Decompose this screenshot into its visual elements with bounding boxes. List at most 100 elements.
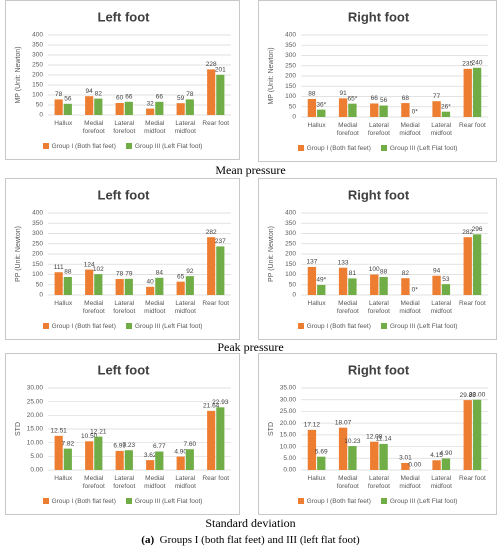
value-label: 79 xyxy=(125,271,133,278)
plot: Left foot MP (Unit: Newton) 0 50 100 150 200 25… xyxy=(15,9,231,119)
bar xyxy=(379,276,388,295)
x-tick-label: Rear foot xyxy=(459,475,486,482)
y-tick-label: 25.00 xyxy=(280,408,297,415)
value-label: 30.00 xyxy=(469,391,486,398)
bar xyxy=(124,450,133,470)
bar xyxy=(441,458,451,470)
value-label: 237 xyxy=(215,238,226,245)
y-axis-label: MP (Unit: Newton) xyxy=(268,47,275,104)
plot: Right foot STD 0.00 5.00 10.00 15.00 20.00 25.0… xyxy=(268,362,488,474)
value-label: 12.51 xyxy=(51,428,68,435)
caption: Peak pressure xyxy=(217,340,284,354)
bar xyxy=(146,286,155,295)
bar xyxy=(317,109,326,117)
x-tick-label: Medial forefoot xyxy=(336,475,359,490)
bar xyxy=(185,449,194,470)
legend: Group I (Both flat feet) Group III (Left … xyxy=(6,498,239,505)
y-tick-label: 350 xyxy=(285,220,296,227)
x-tick-label: Hallux xyxy=(307,300,326,307)
bar xyxy=(307,98,317,117)
value-label: 56 xyxy=(380,97,388,104)
bar xyxy=(63,103,72,115)
x-tick-label: Lateral forefoot xyxy=(367,122,390,137)
legend-swatch xyxy=(125,323,132,330)
y-tick-label: 150 xyxy=(32,82,43,89)
legend-item: Group I (Both flat feet) xyxy=(297,145,371,152)
legend-item: Group III (Left Flat foot) xyxy=(380,145,457,152)
bar xyxy=(124,101,133,115)
value-label: 91 xyxy=(339,90,347,97)
y-tick-label: 35.00 xyxy=(280,385,297,392)
x-tick-label: Lateral midfoot xyxy=(174,475,196,490)
value-label: 240 xyxy=(472,60,483,67)
legend-item: Group III (Left Flat foot) xyxy=(125,143,203,150)
legend-swatch xyxy=(380,145,387,152)
legend-swatch xyxy=(125,143,132,150)
y-axis-label: MP (Unit: Newton) xyxy=(15,46,22,103)
x-tick-label: Hallux xyxy=(307,122,326,129)
legend: Group I (Both flat feet) Group III (Left … xyxy=(259,498,496,505)
y-tick-label: 400 xyxy=(285,210,296,217)
y-tick-label: 250 xyxy=(285,62,296,69)
legend: Group I (Both flat feet) Group III (Left … xyxy=(259,145,496,152)
chart: Right foot PP (Unit: Newton) 0 50 100 150 200 2… xyxy=(258,178,497,340)
y-tick-label: 30.00 xyxy=(280,396,297,403)
bar xyxy=(63,448,72,470)
value-label: 59 xyxy=(177,95,185,102)
bar xyxy=(463,68,472,117)
y-tick-label: 5.00 xyxy=(283,455,296,462)
x-tick-label: Medial midfoot xyxy=(144,475,166,490)
bar xyxy=(307,266,317,295)
value-label: 100 xyxy=(369,266,380,273)
x-tick-label: Medial forefoot xyxy=(82,475,105,490)
x-tick-label: Medial midfoot xyxy=(144,300,166,315)
x-tick-label: Medial midfoot xyxy=(144,120,166,135)
legend-swatch xyxy=(380,323,387,330)
y-axis-label: STD xyxy=(268,422,275,436)
value-label: 68 xyxy=(402,95,410,102)
y-tick-label: 50 xyxy=(289,281,297,288)
legend-item: Group I (Both flat feet) xyxy=(297,323,371,330)
legend-label: Group I (Both flat feet) xyxy=(51,498,116,505)
legend-label: Group III (Left Flat foot) xyxy=(134,143,203,150)
y-axis-label: PP (Unit: Newton) xyxy=(15,226,22,282)
bar xyxy=(401,278,410,295)
legend-item: Group I (Both flat feet) xyxy=(42,498,116,505)
x-tick-label: Lateral midfoot xyxy=(430,122,452,137)
legend-item: Group I (Both flat feet) xyxy=(42,323,116,330)
value-label: 6.99 xyxy=(113,443,126,450)
value-label: 12.08 xyxy=(366,433,383,440)
y-tick-label: 100 xyxy=(32,92,43,99)
value-label: 78 xyxy=(116,271,124,278)
x-tick-label: Medial forefoot xyxy=(336,122,359,137)
bar xyxy=(207,69,216,115)
legend-label: Group I (Both flat feet) xyxy=(306,323,371,330)
y-tick-label: 15.00 xyxy=(27,426,44,433)
value-label: 296 xyxy=(472,226,483,233)
x-tick-label: Medial forefoot xyxy=(82,120,105,135)
x-tick-label: Lateral forefoot xyxy=(367,475,390,490)
x-tick-label: Medial midfoot xyxy=(399,300,421,315)
y-tick-label: 350 xyxy=(32,42,43,49)
y-tick-label: 400 xyxy=(32,32,43,39)
value-label: 88 xyxy=(64,269,72,276)
x-tick-label: Rear foot xyxy=(459,300,486,307)
y-tick-label: 350 xyxy=(32,220,43,227)
legend-item: Group III (Left Flat foot) xyxy=(125,323,202,330)
bar xyxy=(155,277,164,295)
y-axis-label: STD xyxy=(15,422,22,436)
y-axis-label: PP (Unit: Newton) xyxy=(268,226,275,282)
bar xyxy=(401,462,410,470)
plot: Right foot MP (Unit: Newton) 0 50 100 150 200 2… xyxy=(268,9,488,121)
caption: Standard deviation xyxy=(205,516,296,530)
value-label: 11.14 xyxy=(376,436,392,443)
bar xyxy=(207,237,216,295)
legend-label: Group I (Both flat feet) xyxy=(306,498,371,505)
y-tick-label: 200 xyxy=(285,251,296,258)
bar xyxy=(432,101,441,117)
x-tick-label: Hallux xyxy=(54,300,73,307)
value-label: 66 xyxy=(125,94,133,101)
y-tick-label: 10.00 xyxy=(27,439,44,446)
y-tick-label: 200 xyxy=(285,73,296,80)
y-tick-label: 50 xyxy=(289,103,297,110)
